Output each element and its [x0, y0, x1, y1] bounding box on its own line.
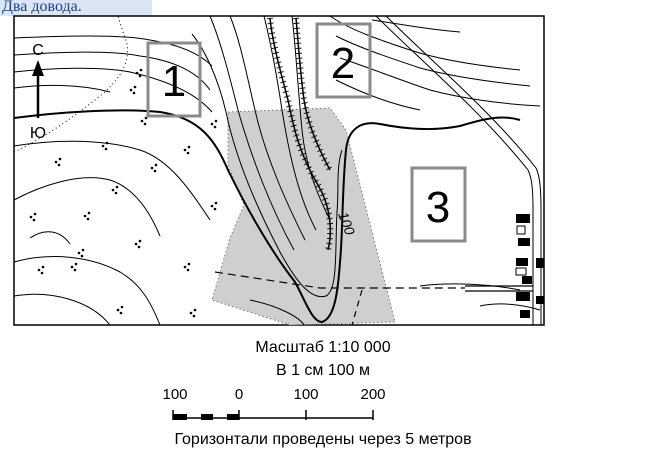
bush-symbol: [37, 265, 45, 275]
bush-symbol: [77, 248, 85, 258]
compass: С Ю: [30, 42, 46, 142]
contour-lines: [13, 15, 541, 326]
bush-symbol: [111, 185, 119, 195]
bush-symbol: [83, 211, 91, 221]
bush-symbol: [135, 68, 143, 78]
bush-symbol: [70, 262, 78, 272]
vegetation-symbols: [29, 68, 218, 318]
scale-per-cm: В 1 см 100 м: [275, 362, 371, 379]
topographic-map: 100 С Ю 1 2 3: [13, 15, 545, 326]
ravine-cliff: [267, 17, 334, 251]
scale-tick-label: 100: [162, 386, 188, 403]
scale-tick-label: 100: [293, 386, 319, 403]
bush-symbol: [101, 141, 109, 151]
bush-symbol: [129, 85, 137, 95]
scale-tick-label: 200: [360, 386, 386, 403]
zone-2-label: 2: [331, 39, 355, 88]
bush-symbol: [183, 262, 191, 272]
north-arrow-icon: [32, 60, 44, 76]
bush-symbol: [140, 116, 148, 126]
contour-interval-note: Горизонтали проведены через 5 метров: [174, 431, 472, 448]
bush-symbol: [150, 163, 158, 173]
scale-title: Масштаб 1:10 000: [255, 339, 391, 356]
bush-symbol: [210, 201, 218, 211]
bush-symbol: [54, 157, 62, 167]
bush-symbol: [116, 305, 124, 315]
contour-label-100: 100: [335, 210, 358, 238]
road: [375, 15, 542, 325]
zone-3-marker: 3: [410, 166, 467, 243]
compass-north-label: С: [32, 42, 44, 59]
bush-symbol: [210, 119, 218, 129]
bush-symbol: [189, 308, 197, 318]
buildings: [515, 214, 544, 318]
zone-3-label: 3: [426, 183, 450, 232]
zone-1-marker: 1: [146, 41, 202, 118]
zone-1-label: 1: [162, 57, 186, 106]
compass-south-label: Ю: [30, 125, 46, 142]
dotted-boundary: [13, 15, 128, 153]
dashed-tracks: [214, 271, 533, 326]
bush-symbol: [29, 212, 37, 222]
scale-bar: [172, 410, 374, 420]
bush-symbol: [134, 239, 142, 249]
bush-symbol: [183, 145, 191, 155]
header-caption: Два довода.: [0, 0, 152, 16]
zone-2-marker: 2: [315, 22, 372, 99]
scale-tick-label: 0: [234, 386, 244, 403]
